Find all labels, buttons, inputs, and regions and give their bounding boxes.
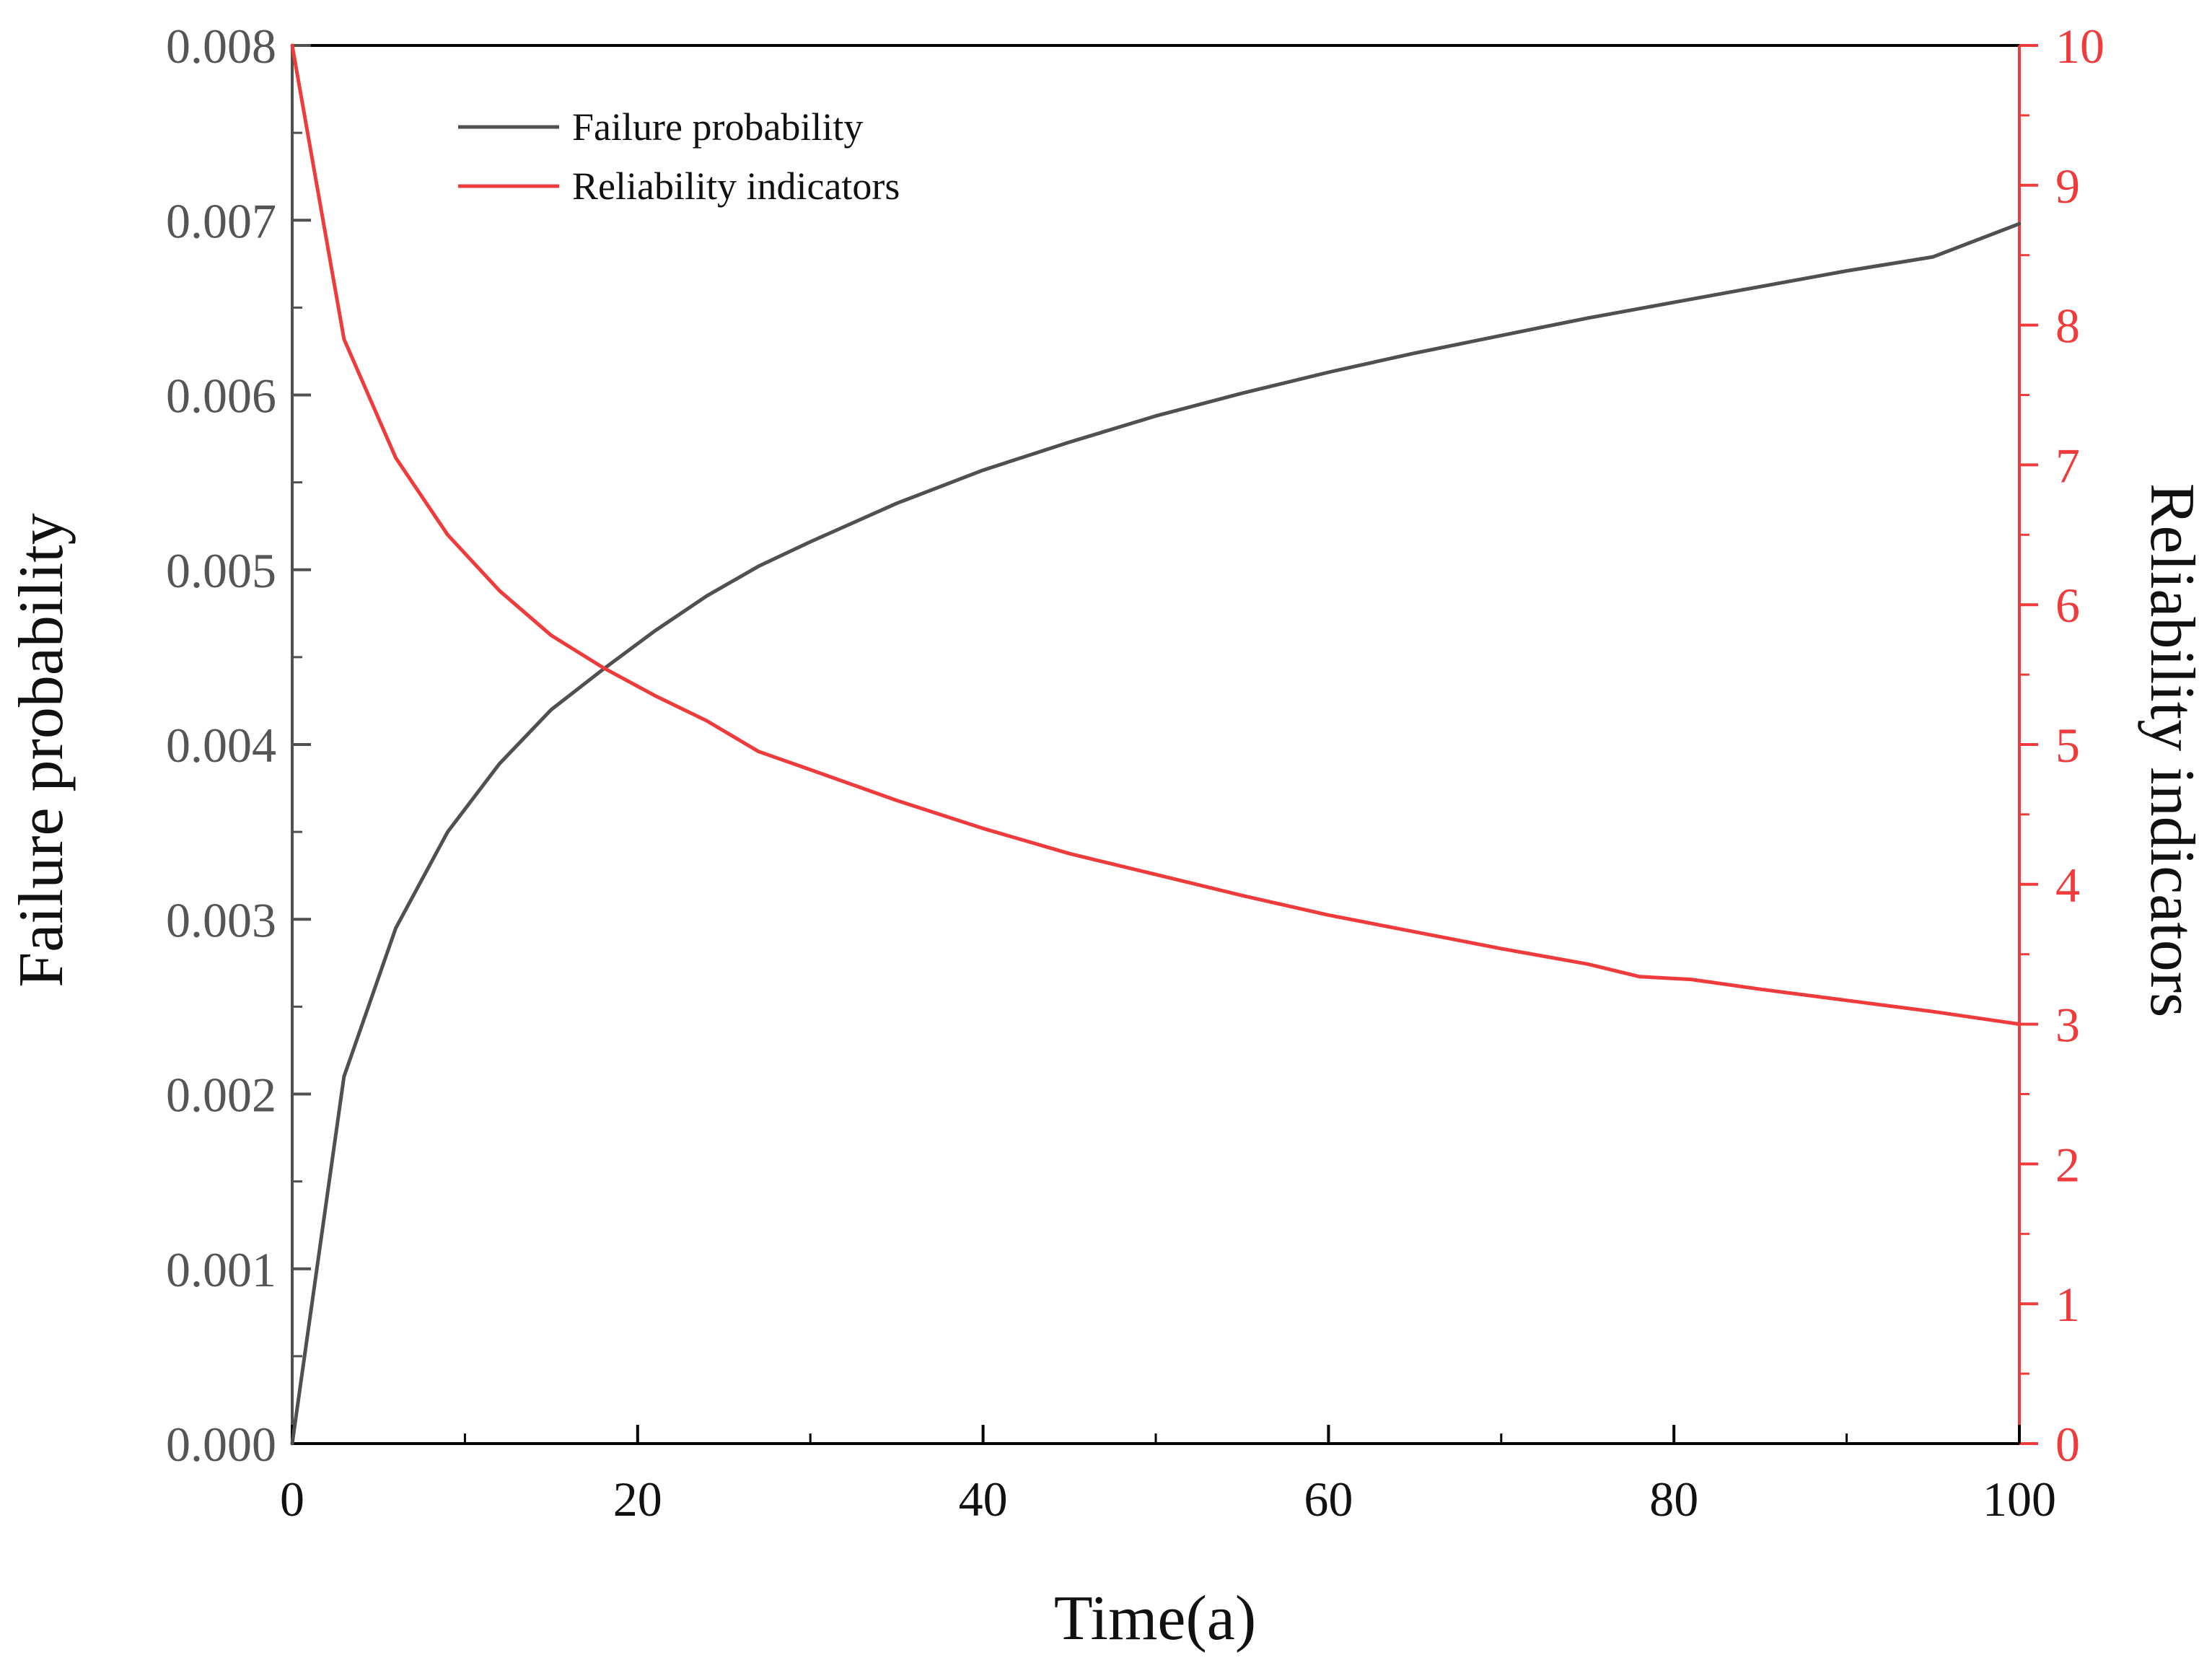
reliability-indicators-series-line [290,43,2022,1027]
left-tick-label: 0.005 [166,543,276,598]
x-tick-label: 80 [1649,1472,1698,1527]
right-y-axis: 0 1 2 3 4 5 6 7 8 9 10 [2018,19,2105,1472]
left-tick-label: 0.008 [166,19,276,74]
right-tick-label: 8 [2055,299,2080,354]
right-tick-label: 1 [2055,1277,2080,1332]
left-tick-label: 0.006 [166,369,276,423]
right-tick-label: 2 [2055,1137,2080,1192]
right-tick-label: 0 [2055,1417,2080,1472]
series-layer [290,43,2022,1446]
right-tick-label: 7 [2055,438,2080,493]
left-tick-label: 0.001 [166,1242,276,1297]
failure-probability-series-line [290,221,2022,1446]
left-tick-label: 0.002 [166,1068,276,1123]
x-axis: 0 20 40 60 80 100 [280,1425,2056,1527]
left-tick-label: 0.004 [166,718,276,773]
x-tick-label: 40 [959,1472,1008,1527]
right-tick-label: 10 [2055,19,2105,74]
right-y-axis-title: Reliability indicators [2137,483,2207,1018]
legend-label: Reliability indicators [572,164,900,208]
right-tick-label: 6 [2055,578,2080,633]
right-tick-label: 3 [2055,998,2080,1053]
right-tick-label: 5 [2055,718,2080,773]
left-y-axis: 0.000 0.001 0.002 0.003 0.004 0.005 0.006 0.007… [166,19,311,1472]
left-tick-label: 0.007 [166,193,276,248]
legend-label: Failure probability [572,105,863,149]
right-tick-label: 9 [2055,159,2080,214]
x-tick-label: 20 [613,1472,662,1527]
right-tick-label: 4 [2055,858,2080,913]
legend: Failure probability Reliability indicator… [458,105,900,208]
x-axis-title: Time(a) [1054,1584,1256,1654]
left-tick-label: 0.003 [166,892,276,947]
left-y-axis-title: Failure probability [6,513,76,987]
left-tick-label: 0.000 [166,1417,276,1472]
x-tick-label: 100 [1983,1472,2056,1527]
x-tick-label: 60 [1304,1472,1353,1527]
x-tick-label: 0 [280,1472,304,1527]
